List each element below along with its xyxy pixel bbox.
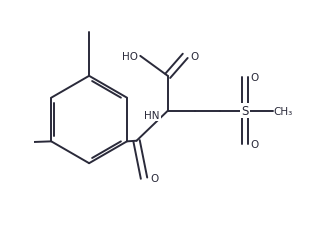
Text: O: O [251,140,259,150]
Text: O: O [191,52,199,62]
Text: O: O [150,174,158,184]
Text: HO: HO [122,52,138,62]
Text: S: S [241,105,249,118]
Text: O: O [251,73,259,83]
Text: HN: HN [144,110,160,120]
Text: CH₃: CH₃ [274,106,293,116]
